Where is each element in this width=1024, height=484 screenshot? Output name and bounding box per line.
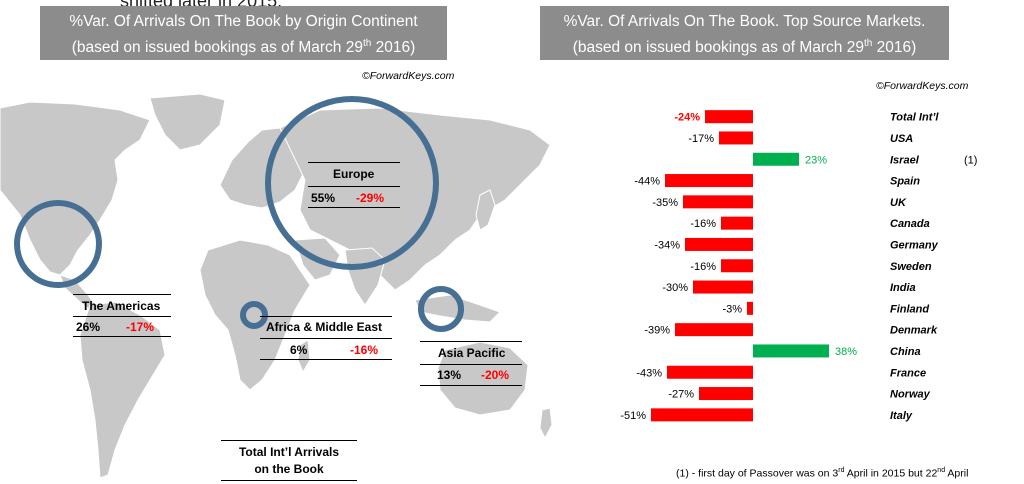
category-label: Germany: [890, 239, 939, 251]
africa-rule-top: [260, 316, 392, 317]
europe-var: -29%: [356, 191, 385, 205]
category-label: Sweden: [890, 261, 932, 273]
asia-label: Asia Pacific: [438, 346, 506, 360]
category-label: UK: [890, 197, 907, 209]
category-label: India: [890, 282, 916, 294]
bar-denmark: [675, 323, 753, 337]
value-label: -17%: [688, 133, 714, 145]
greenland-land: [149, 93, 226, 151]
annotation-label: (1): [964, 154, 977, 166]
value-label: -16%: [690, 218, 716, 230]
value-label: -43%: [636, 367, 662, 379]
europe-rule-bottom: [308, 207, 400, 208]
bar-spain: [665, 174, 753, 188]
value-label: -34%: [654, 239, 680, 251]
total-rule-bottom: [221, 480, 357, 481]
americas-var: -17%: [126, 320, 155, 334]
total-rule-top: [221, 440, 357, 441]
passover-footnote: (1) - first day of Passover was on 3rd A…: [676, 467, 969, 480]
africa-rule-bottom: [260, 359, 392, 360]
americas-rule-mid: [73, 316, 171, 317]
category-label: France: [890, 367, 926, 379]
europe-share: 55%: [311, 191, 336, 205]
chart-title-banner: %Var. Of Arrivals On The Book. Top Sourc…: [540, 6, 949, 60]
africa-circle: [240, 301, 268, 329]
value-label: -39%: [644, 325, 670, 337]
europe-rule-mid: [308, 186, 400, 187]
map-credit: ©ForwardKeys.com: [362, 70, 455, 82]
americas-rule-bottom: [73, 336, 171, 337]
category-label: China: [890, 346, 921, 358]
category-label: Denmark: [890, 325, 938, 337]
japan-land: [475, 189, 496, 231]
category-label: Spain: [890, 176, 920, 188]
bar-france: [667, 365, 753, 379]
chart-title-line1: %Var. Of Arrivals On The Book. Top Sourc…: [563, 13, 926, 30]
value-label: -24%: [674, 112, 700, 124]
africa-var: -16%: [350, 343, 379, 357]
asia-land: [279, 107, 551, 291]
bar-israel: [753, 152, 799, 166]
category-label: Italy: [890, 410, 913, 422]
bar-canada: [721, 216, 753, 230]
asia-rule-bottom: [420, 385, 522, 386]
map-title-banner: %Var. Of Arrivals On The Book by Origin …: [40, 6, 447, 60]
cut-off-heading-text: shifted later in 2015.: [120, 0, 282, 12]
africa-label: Africa & Middle East: [266, 320, 383, 334]
bar-uk: [683, 195, 753, 209]
north-america-land: [0, 101, 151, 276]
americas-label: The Americas: [82, 299, 161, 313]
category-label: Finland: [890, 303, 929, 315]
chart-title-line2: (based on issued bookings as of March 29…: [572, 38, 917, 57]
category-label: USA: [890, 133, 913, 145]
bar-norway: [699, 387, 753, 401]
value-label: -16%: [690, 261, 716, 273]
chart-credit: ©ForwardKeys.com: [876, 80, 969, 92]
value-label: -3%: [722, 303, 742, 315]
map-title-line1: %Var. Of Arrivals On The Book by Origin …: [69, 13, 418, 30]
map-title-line2: (based on issued bookings as of March 29…: [71, 38, 416, 57]
madagascar-land: [297, 339, 311, 374]
asia-share: 13%: [437, 368, 462, 382]
value-label: 38%: [835, 346, 857, 358]
bar-finland: [747, 301, 753, 315]
asia-rule-mid: [420, 364, 522, 365]
africa-share: 6%: [290, 343, 308, 357]
world-map: [0, 93, 553, 479]
bar-total-int-l: [705, 110, 753, 124]
asia-rule-top: [420, 341, 522, 342]
bar-india: [693, 280, 753, 294]
asia-var: -20%: [481, 368, 510, 382]
value-label: -30%: [662, 282, 688, 294]
category-label: Total Int’l: [890, 112, 939, 124]
europe-circle: [265, 96, 439, 270]
value-label: -27%: [668, 389, 694, 401]
asia-pacific-circle: [418, 286, 464, 332]
category-label: Israel: [890, 154, 920, 166]
americas-circle: [14, 200, 102, 288]
new-zealand-land: [539, 407, 553, 440]
south-america-land: [79, 301, 166, 479]
value-label: -35%: [652, 197, 678, 209]
bar-usa: [719, 131, 753, 145]
americas-rule-top: [73, 294, 171, 295]
bar-germany: [685, 237, 753, 251]
africa-land: [199, 239, 311, 391]
europe-label: Europe: [333, 167, 375, 181]
value-label: -44%: [634, 176, 660, 188]
americas-share: 26%: [76, 320, 101, 334]
bar-china: [753, 344, 829, 358]
total-arrivals-label: Total Int’l Arrivals on the Book: [238, 445, 340, 476]
category-label: Canada: [890, 218, 930, 230]
europe-rule-top: [308, 162, 400, 163]
australia-land: [437, 341, 529, 416]
value-label: -51%: [620, 410, 646, 422]
bar-sweden: [721, 259, 753, 273]
value-label: 23%: [805, 154, 827, 166]
bar-italy: [651, 408, 753, 422]
india-land: [344, 247, 386, 306]
africa-rule-mid: [260, 338, 392, 339]
source-markets-bar-chart: -24% Total Int’l -17% USA 23% Israel (1) -44% Sp…: [620, 110, 977, 422]
category-label: Norway: [890, 389, 931, 401]
